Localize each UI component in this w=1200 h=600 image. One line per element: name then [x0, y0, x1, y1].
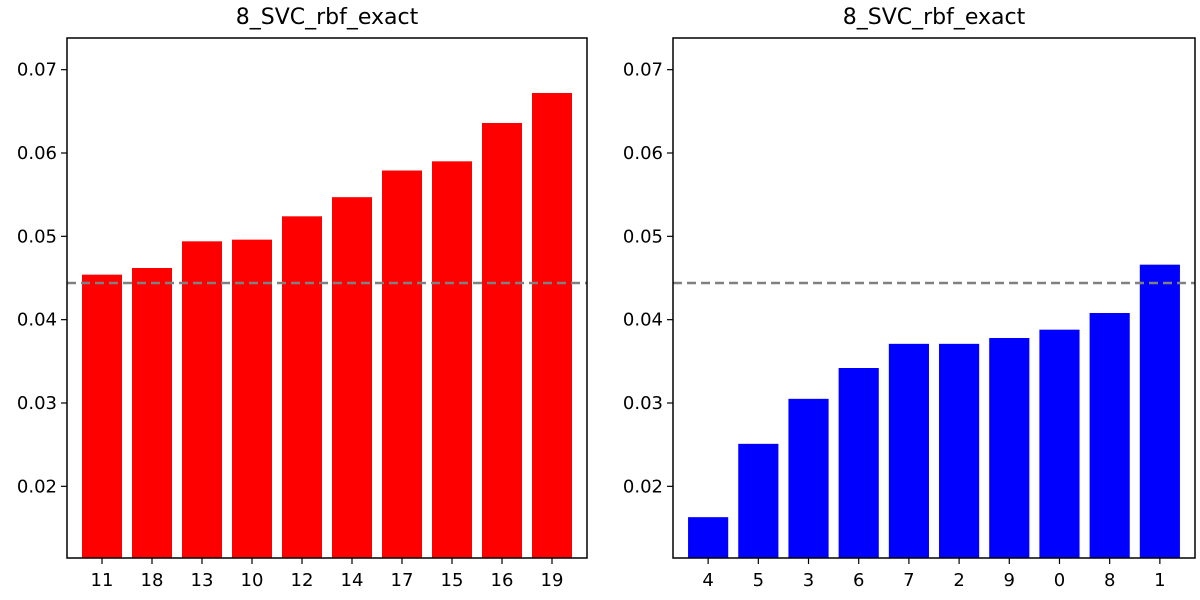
bar-left-11	[82, 274, 122, 558]
x-tick-label: 0	[1054, 570, 1065, 591]
y-tick-label: 0.03	[623, 393, 663, 414]
y-tick-label: 0.05	[623, 226, 663, 247]
y-tick-label: 0.03	[17, 393, 57, 414]
plot-frame-right	[672, 37, 1196, 559]
chart-title-left: 8_SVC_rbf_exact	[236, 5, 419, 30]
bar-right-6	[838, 368, 879, 558]
bar-left-15	[432, 161, 472, 558]
x-tick-label: 12	[291, 570, 314, 591]
bar-right-4	[688, 517, 729, 558]
x-tick-label: 19	[541, 570, 564, 591]
x-axis-right: 4 5 3 6 7 2 9 0 8 1	[702, 558, 1166, 591]
bar-left-13	[182, 241, 222, 558]
bar-right-8	[1089, 313, 1130, 558]
y-tick-label: 0.04	[623, 310, 663, 331]
bar-right-1	[1139, 264, 1180, 558]
x-tick-label: 9	[1004, 570, 1015, 591]
x-tick-label: 8	[1104, 570, 1115, 591]
bar-right-2	[939, 343, 980, 558]
y-axis-right: 0.02 0.03 0.04 0.05 0.06 0.07	[623, 60, 673, 497]
bar-left-10	[232, 239, 272, 559]
x-tick-label: 14	[341, 570, 364, 591]
bar-right-5	[738, 443, 779, 558]
y-axis-left: 0.02 0.03 0.04 0.05 0.06 0.07	[17, 60, 67, 497]
y-tick-label: 0.07	[623, 60, 663, 81]
y-tick-label: 0.06	[623, 143, 663, 164]
bars-right	[688, 264, 1180, 558]
y-tick-label: 0.02	[17, 476, 57, 497]
bar-left-17	[382, 170, 422, 558]
bar-right-3	[788, 398, 829, 558]
x-axis-left: 11 18 13 10 12 14 17 15 16 19	[91, 558, 564, 591]
bar-right-0	[1039, 329, 1080, 558]
x-tick-label: 17	[391, 570, 414, 591]
bars-left	[82, 93, 572, 559]
x-tick-label: 5	[753, 570, 764, 591]
bar-left-12	[282, 216, 322, 558]
x-tick-label: 10	[241, 570, 264, 591]
x-tick-label: 16	[491, 570, 514, 591]
x-tick-label: 1	[1154, 570, 1165, 591]
x-tick-label: 4	[702, 570, 713, 591]
y-tick-label: 0.07	[17, 60, 57, 81]
y-tick-label: 0.06	[17, 143, 57, 164]
y-tick-label: 0.05	[17, 226, 57, 247]
bar-right-7	[888, 343, 929, 558]
x-tick-label: 6	[853, 570, 864, 591]
chart-title-right: 8_SVC_rbf_exact	[843, 5, 1026, 30]
plot-frame-left	[66, 37, 588, 559]
x-tick-label: 2	[953, 570, 964, 591]
y-tick-label: 0.04	[17, 310, 57, 331]
x-tick-label: 11	[91, 570, 114, 591]
bar-left-16	[482, 123, 522, 558]
x-tick-label: 13	[191, 570, 214, 591]
x-tick-label: 18	[141, 570, 164, 591]
x-tick-label: 15	[441, 570, 464, 591]
y-tick-label: 0.02	[623, 476, 663, 497]
bar-right-9	[989, 338, 1030, 558]
x-tick-label: 3	[803, 570, 814, 591]
bar-left-18	[132, 268, 172, 558]
bar-left-14	[332, 197, 372, 559]
x-tick-label: 7	[903, 570, 914, 591]
bar-left-19	[532, 93, 572, 558]
chart-right: 8_SVC_rbf_exact 0.02 0.03 0.04 0.05 0.06 0.07…	[623, 5, 1196, 591]
chart-left: 8_SVC_rbf_exact 0.02 0.03 0.04 0.05 0.06 0.07…	[17, 5, 588, 591]
